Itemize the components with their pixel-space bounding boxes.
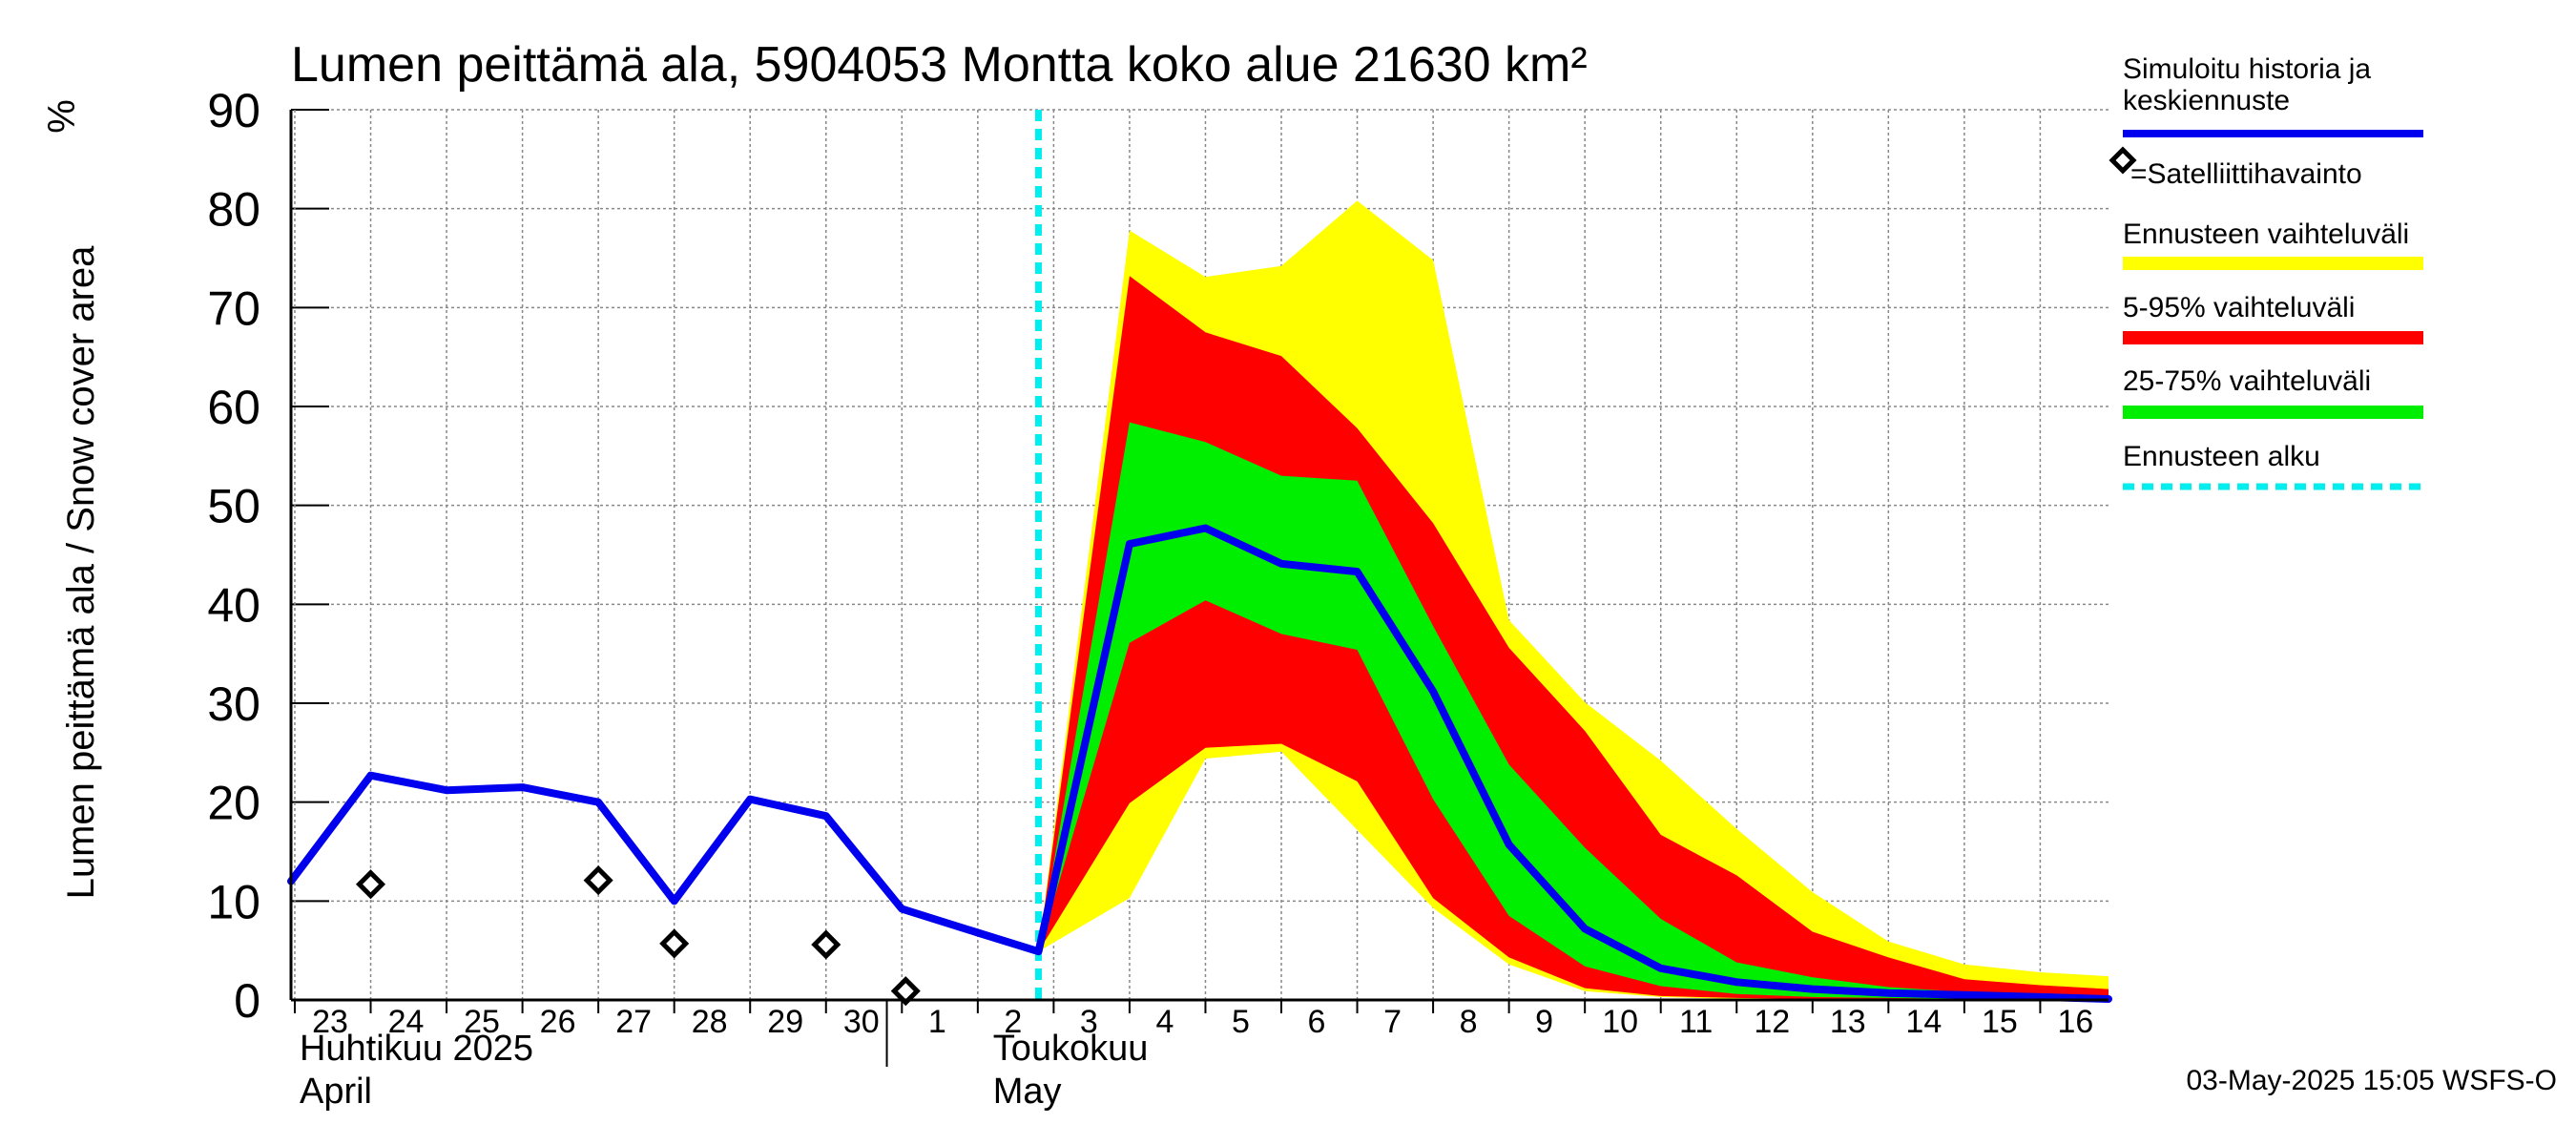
x-tick-label: 8 <box>1460 1004 1478 1040</box>
chart-title: Lumen peittämä ala, 5904053 Montta koko … <box>291 37 1588 93</box>
y-tick-label: 0 <box>234 974 260 1028</box>
legend-label: =Satelliittihavainto <box>2130 158 2362 190</box>
x-tick-label: 30 <box>843 1004 880 1040</box>
y-tick-label: 10 <box>207 875 260 928</box>
y-axis-label: Lumen peittämä ala / Snow cover area <box>60 245 102 900</box>
legend-label: 5-95% vaihteluväli <box>2123 292 2355 323</box>
legend-label: Simuloitu historia ja <box>2123 53 2371 85</box>
x-tick-label: 16 <box>2057 1004 2093 1040</box>
x-tick-label: 10 <box>1602 1004 1638 1040</box>
satellite-observation-point <box>890 976 921 1007</box>
satellite-observation-point <box>659 928 690 959</box>
x-tick-label: 29 <box>767 1004 803 1040</box>
x-tick-label: 5 <box>1232 1004 1250 1040</box>
x-tick-label: 2 <box>1004 1004 1022 1040</box>
month-label-fi: Huhtikuu 2025 <box>300 1029 533 1069</box>
x-tick-label: 27 <box>615 1004 652 1040</box>
y-tick-label: 40 <box>207 578 260 632</box>
legend-swatch-marker <box>2109 146 2137 175</box>
legend-label: 25-75% vaihteluväli <box>2123 365 2371 397</box>
x-tick-label: 4 <box>1155 1004 1174 1040</box>
x-tick-label: 1 <box>928 1004 946 1040</box>
month-label-en: April <box>300 1072 372 1112</box>
footer-timestamp: 03-May-2025 15:05 WSFS-O <box>2187 1065 2558 1096</box>
series-line-simulated <box>287 524 2112 1003</box>
y-tick-label: 30 <box>207 677 260 731</box>
y-tick-label: 70 <box>207 281 260 335</box>
x-tick-label: 6 <box>1308 1004 1326 1040</box>
x-tick-label: 13 <box>1830 1004 1866 1040</box>
legend-label: keskiennuste <box>2123 85 2290 116</box>
x-tick-label: 14 <box>1905 1004 1942 1040</box>
y-tick-label: 80 <box>207 183 260 237</box>
x-tick-label: 11 <box>1679 1004 1713 1040</box>
satellite-observation-point <box>583 865 613 896</box>
x-tick-label: 23 <box>312 1004 348 1040</box>
x-tick-label: 28 <box>692 1004 728 1040</box>
x-tick-label: 7 <box>1383 1004 1402 1040</box>
x-tick-label: 12 <box>1754 1004 1790 1040</box>
month-label-en: May <box>993 1072 1062 1112</box>
satellite-observation-point <box>355 869 386 900</box>
x-tick-label: 24 <box>388 1004 425 1040</box>
legend-label: Ennusteen alku <box>2123 441 2320 472</box>
y-tick-label: 50 <box>207 480 260 533</box>
band-5-95-vaihteluv-li <box>1038 276 2109 1000</box>
legend-label: Ennusteen vaihteluväli <box>2123 219 2409 250</box>
satellite-observation-point <box>811 929 841 960</box>
y-axis-unit: % <box>41 99 83 134</box>
month-label-fi: Toukokuu <box>993 1029 1149 1069</box>
x-tick-label: 25 <box>464 1004 500 1040</box>
y-tick-label: 20 <box>207 777 260 830</box>
x-tick-label: 15 <box>1982 1004 2018 1040</box>
x-tick-label: 26 <box>540 1004 576 1040</box>
x-tick-label: 9 <box>1535 1004 1553 1040</box>
y-tick-label: 60 <box>207 381 260 434</box>
x-tick-label: 3 <box>1080 1004 1098 1040</box>
y-tick-label: 90 <box>207 84 260 137</box>
